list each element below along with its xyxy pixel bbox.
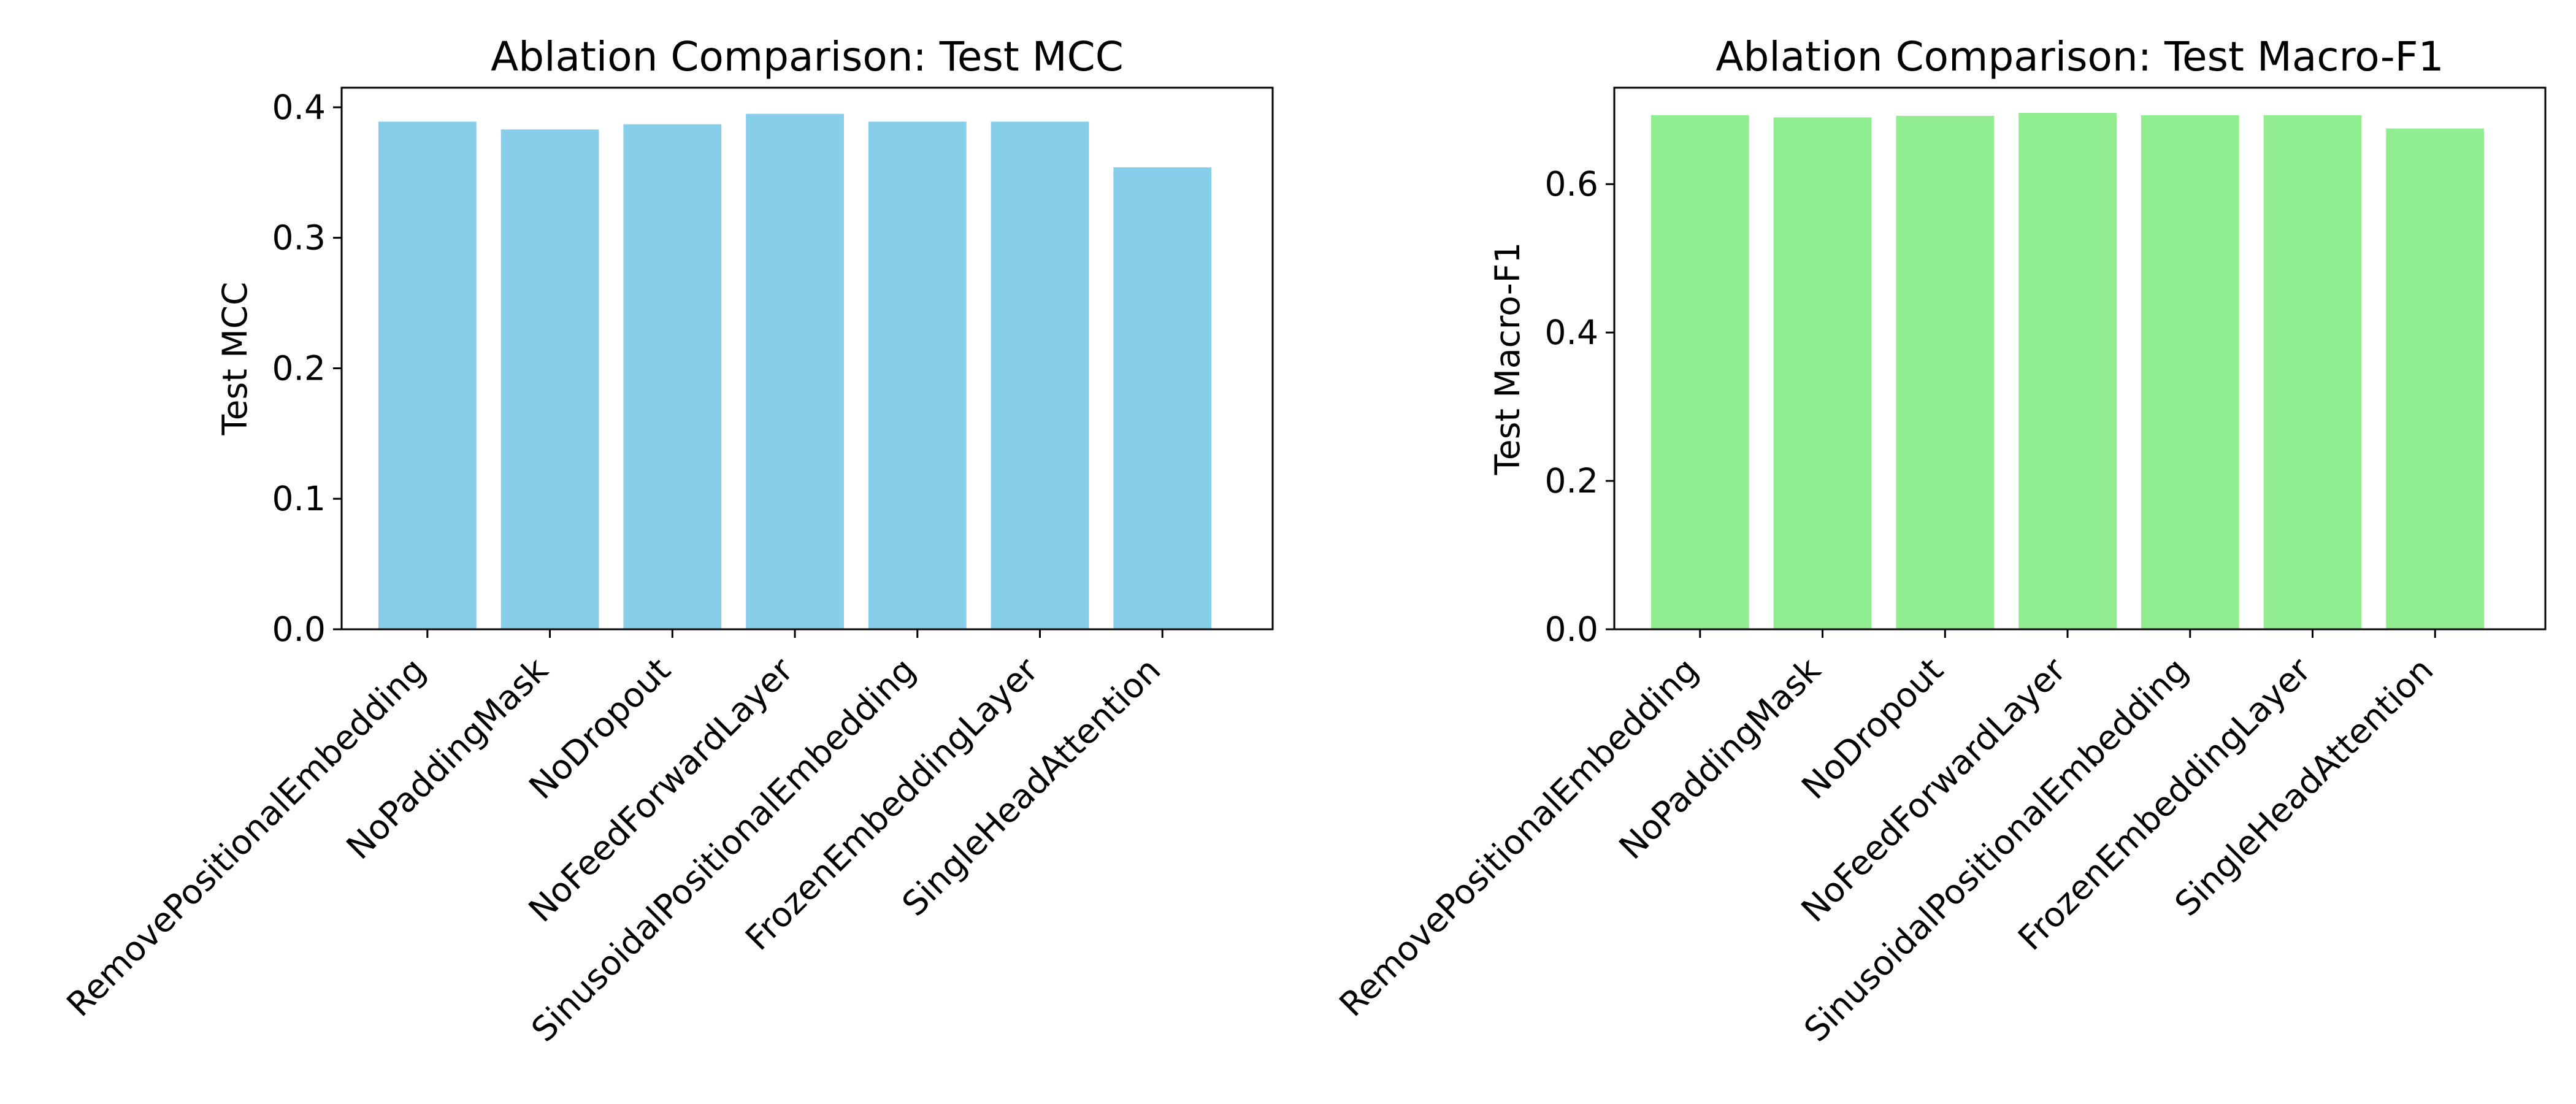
bar-NoDropout (623, 124, 722, 629)
bar-FrozenEmbeddingLayer (991, 121, 1089, 629)
bar-NoDropout (1896, 115, 1995, 630)
y-tick-label: 0.4 (272, 88, 326, 127)
bar-SinusoidalPositionalEmbedding (2141, 115, 2239, 630)
y-tick-label: 0.3 (272, 218, 326, 258)
y-tick-label: 0.1 (272, 479, 326, 518)
bar-RemovePositionalEmbedding (1650, 115, 1749, 630)
bar-FrozenEmbeddingLayer (2263, 115, 2362, 630)
y-axis-label: Test MCC (215, 282, 255, 435)
axes-frame (1613, 86, 2547, 631)
axes-frame (340, 86, 1274, 631)
x-tick-label: NoPaddingMask (339, 650, 555, 867)
bar-NoFeedForwardLayer (2018, 113, 2117, 629)
y-tick-label: 0.0 (272, 610, 326, 649)
bar-RemovePositionalEmbedding (378, 121, 477, 629)
y-tick-label: 0.2 (272, 348, 326, 388)
chart-title: Ablation Comparison: Test Macro-F1 (1715, 33, 2444, 80)
y-tick-label: 0.0 (1545, 610, 1598, 649)
y-tick-label: 0.2 (1545, 461, 1598, 500)
bar-SingleHeadAttention (1113, 167, 1212, 629)
chart-1: 0.00.10.20.30.4RemovePositionalEmbedding… (59, 33, 1274, 1049)
chart-title: Ablation Comparison: Test MCC (491, 33, 1124, 80)
bar-SinusoidalPositionalEmbedding (868, 121, 967, 629)
y-tick-label: 0.4 (1545, 313, 1598, 352)
bar-NoPaddingMask (500, 129, 599, 630)
y-axis-label: Test Macro-F1 (1488, 242, 1527, 476)
bar-NoPaddingMask (1773, 117, 1872, 630)
chart-2: 0.00.20.40.6RemovePositionalEmbeddingNoP… (1332, 33, 2547, 1049)
y-tick-label: 0.6 (1545, 164, 1598, 204)
bar-NoFeedForwardLayer (746, 113, 844, 630)
bar-SingleHeadAttention (2386, 128, 2485, 629)
x-tick-label: NoPaddingMask (1611, 650, 1828, 867)
